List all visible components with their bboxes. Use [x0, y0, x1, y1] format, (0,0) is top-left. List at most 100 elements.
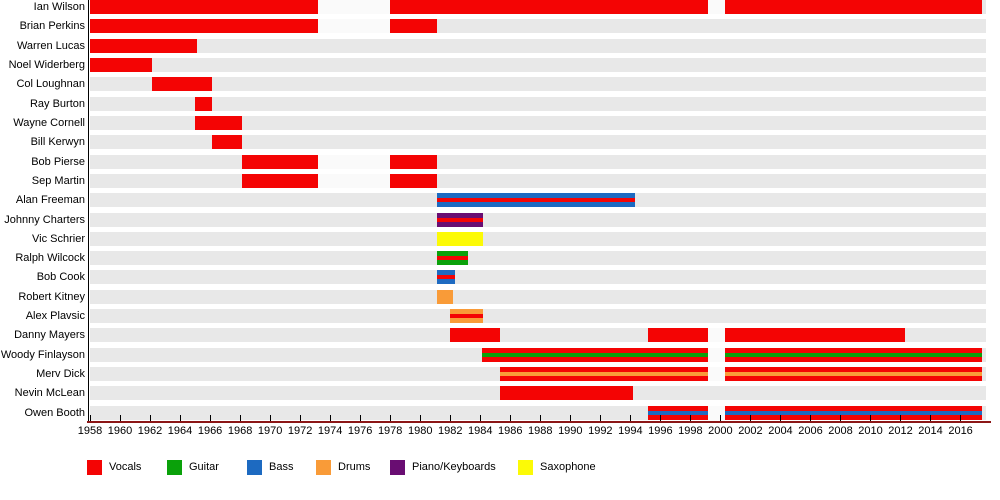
inactive-gap — [318, 19, 391, 34]
member-row-background — [90, 251, 986, 266]
member-name-label: Sep Martin — [31, 174, 85, 187]
timeline-bar-segment — [390, 0, 709, 14]
axis-tick — [539, 415, 541, 421]
axis-year-label: 2004 — [768, 425, 793, 437]
timeline-bar-segment — [195, 96, 212, 111]
axis-tick — [209, 415, 211, 421]
legend-item-label: Drums — [338, 461, 371, 473]
member-name-label: Alex Plavsic — [25, 310, 85, 323]
axis-year-label: 1966 — [197, 425, 223, 437]
axis-year-label: 1998 — [678, 425, 703, 437]
axis-year-label: 1992 — [588, 425, 613, 437]
secondary-role-stripe — [724, 352, 982, 357]
secondary-role-stripe — [436, 275, 455, 280]
timeline-bar-segment — [499, 386, 634, 401]
axis-tick — [299, 415, 301, 421]
timeline-bar-segment — [724, 328, 906, 343]
axis-tick — [149, 415, 151, 421]
axis-tick — [629, 415, 631, 421]
secondary-role-stripe — [436, 198, 635, 203]
axis-year-label: 1980 — [407, 425, 433, 437]
legend-color-chip — [167, 460, 182, 475]
timeline-bar-segment — [151, 77, 212, 92]
axis-year-label: 1964 — [167, 425, 193, 437]
axis-year-label: 2010 — [858, 425, 883, 437]
legend-item-label: Guitar — [189, 461, 219, 473]
timeline-bar-segment — [90, 38, 197, 53]
axis-year-label: 2002 — [738, 425, 763, 437]
axis-year-label: 1996 — [648, 425, 673, 437]
axis-year-label: 2016 — [948, 425, 973, 437]
timeline-bar-segment — [436, 231, 484, 246]
timeline-bar-segment — [436, 251, 469, 266]
axis-tick — [659, 415, 661, 421]
axis-tick — [809, 415, 811, 421]
timeline-bar-segment — [724, 0, 982, 14]
axis-year-label: 1986 — [498, 425, 523, 437]
axis-year-label: 1984 — [468, 425, 493, 437]
timeline-bar-segment — [648, 405, 709, 420]
axis-tick — [599, 415, 601, 421]
axis-tick — [930, 415, 932, 421]
secondary-role-stripe — [436, 256, 469, 261]
timeline-bar-segment — [724, 367, 982, 382]
axis-year-label: 2006 — [798, 425, 823, 437]
axis-tick — [509, 415, 511, 421]
axis-year-label: 2012 — [888, 425, 913, 437]
inactive-gap — [318, 173, 391, 188]
axis-tick — [449, 415, 451, 421]
timeline-bar-segment — [450, 328, 500, 343]
legend-color-chip — [87, 460, 102, 475]
secondary-role-stripe — [481, 352, 709, 357]
axis-year-label: 1958 — [77, 425, 103, 437]
legend-item-label: Bass — [269, 461, 294, 473]
member-name-label: Nevin McLean — [14, 387, 85, 400]
axis-tick — [179, 415, 181, 421]
legend-item-label: Piano/Keyboards — [412, 461, 496, 473]
axis-tick — [569, 415, 571, 421]
member-name-label: Noel Widerberg — [8, 58, 85, 71]
member-name-label: Johnny Charters — [4, 213, 85, 226]
timeline-bar-segment — [390, 19, 437, 34]
member-name-label: Brian Perkins — [19, 20, 85, 33]
axis-year-label: 1976 — [347, 425, 373, 437]
inactive-gap — [708, 347, 725, 362]
timeline-bar-segment — [436, 270, 455, 285]
legend-item-label: Vocals — [109, 461, 142, 473]
axis-year-label: 1982 — [437, 425, 463, 437]
axis-tick — [900, 415, 902, 421]
timeline-bar-segment — [211, 135, 242, 150]
member-name-label: Danny Mayers — [14, 329, 85, 342]
axis-year-label: 2014 — [918, 425, 943, 437]
axis-tick — [960, 415, 962, 421]
member-row-background — [90, 173, 986, 188]
member-row-background — [90, 309, 986, 324]
secondary-role-stripe — [499, 372, 709, 377]
member-name-label: Col Loughnan — [16, 78, 85, 91]
axis-tick — [89, 415, 91, 421]
axis-year-label: 1960 — [107, 425, 133, 437]
member-row-background — [90, 231, 986, 246]
timeline-bar-segment — [90, 0, 319, 14]
x-axis-line — [87, 421, 991, 423]
member-name-label: Wayne Cornell — [13, 116, 85, 129]
timeline-bar-segment — [436, 193, 635, 208]
member-row-background — [90, 77, 986, 92]
timeline-bar-segment — [436, 289, 454, 304]
member-name-label: Warren Lucas — [16, 39, 85, 52]
axis-tick — [329, 415, 331, 421]
axis-year-label: 1962 — [137, 425, 163, 437]
inactive-gap — [318, 0, 391, 14]
axis-tick — [119, 415, 121, 421]
inactive-gap — [708, 328, 725, 343]
secondary-role-stripe — [436, 217, 484, 222]
axis-year-label: 1978 — [377, 425, 403, 437]
member-row-background — [90, 115, 986, 130]
legend-item-label: Saxophone — [540, 461, 596, 473]
inactive-gap — [708, 367, 725, 382]
axis-tick — [870, 415, 872, 421]
member-row-background — [90, 289, 986, 304]
secondary-role-stripe — [648, 410, 709, 415]
member-row-background — [90, 154, 986, 169]
